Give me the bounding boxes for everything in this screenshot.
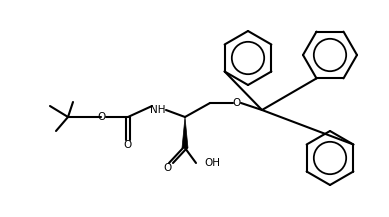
Text: O: O — [98, 112, 106, 122]
Text: O: O — [164, 163, 172, 173]
Text: NH: NH — [150, 105, 166, 115]
Text: OH: OH — [204, 158, 220, 168]
Polygon shape — [182, 117, 188, 148]
Text: O: O — [233, 98, 241, 108]
Text: O: O — [124, 140, 132, 150]
